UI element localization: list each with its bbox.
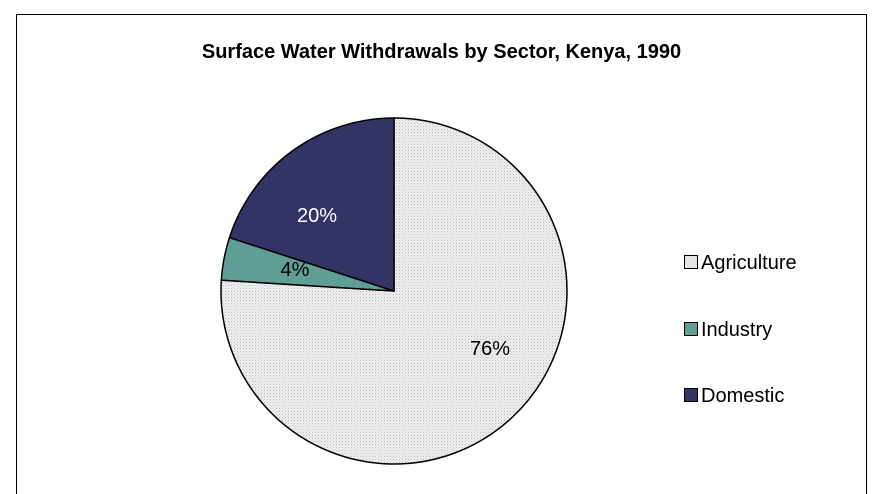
legend-item-industry: Industry [684,319,772,341]
legend-swatch-industry [684,322,698,336]
legend-label-agriculture: Agriculture [701,252,797,274]
slice-label-domestic: 20% [297,205,337,227]
slice-label-industry: 4% [281,259,310,281]
pie-slice-domestic [228,117,395,293]
legend-swatch-agriculture [684,255,698,269]
slice-label-agriculture: 76% [470,338,510,360]
legend-swatch-domestic [684,388,698,402]
legend-label-industry: Industry [701,319,773,341]
chart-title: Surface Water Withdrawals by Sector, Ken… [201,41,682,63]
legend-label-domestic: Domestic [701,385,785,407]
legend-item-domestic: Domestic [684,385,784,407]
legend-item-agriculture: Agriculture [684,252,797,274]
